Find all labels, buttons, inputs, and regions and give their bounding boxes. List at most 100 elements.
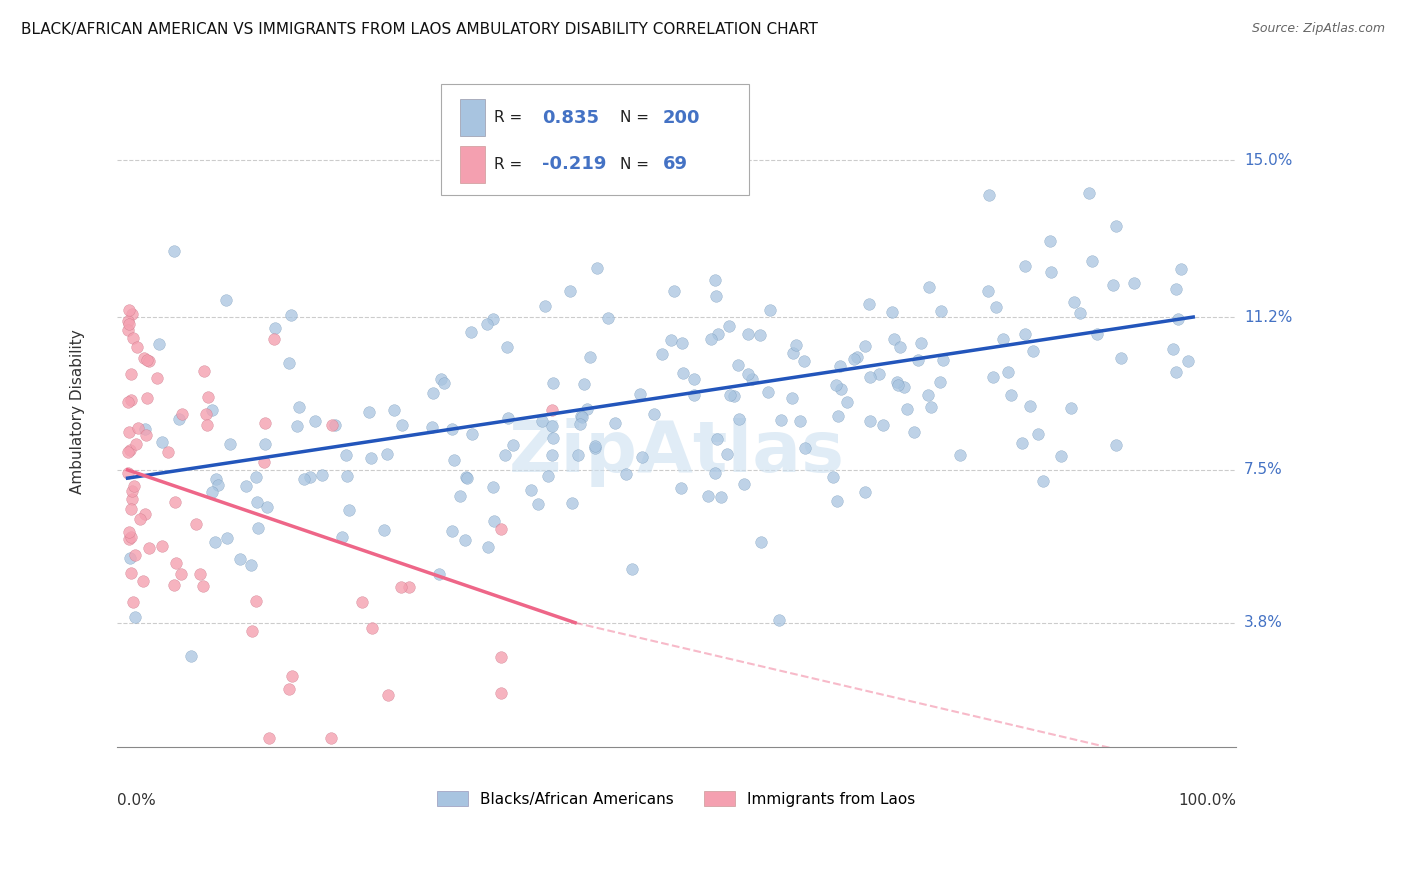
Point — [830, 382, 852, 396]
Point — [350, 595, 373, 609]
Point — [846, 351, 869, 365]
Point — [257, 731, 280, 746]
Legend: Blacks/African Americans, Immigrants from Laos: Blacks/African Americans, Immigrants fro… — [432, 784, 921, 813]
Point — [180, 648, 202, 663]
Point — [789, 414, 811, 428]
Point — [981, 369, 1004, 384]
Text: 200: 200 — [664, 109, 700, 127]
Point — [117, 395, 139, 409]
Text: R =: R = — [494, 157, 527, 172]
Point — [246, 521, 269, 535]
Point — [1085, 327, 1108, 342]
Point — [737, 367, 759, 381]
Point — [215, 531, 238, 545]
Point — [949, 448, 972, 462]
Point — [361, 621, 384, 635]
Point — [489, 685, 512, 699]
Point — [1105, 438, 1128, 452]
Point — [643, 407, 665, 421]
Point — [502, 438, 524, 452]
Point — [541, 403, 564, 417]
Point — [304, 414, 326, 428]
Point — [1011, 436, 1033, 450]
Point — [193, 579, 215, 593]
Text: 69: 69 — [664, 155, 688, 173]
Point — [121, 491, 143, 506]
Point — [903, 425, 925, 439]
Point — [117, 314, 139, 328]
Point — [121, 331, 143, 345]
Point — [769, 413, 792, 427]
Point — [756, 385, 779, 400]
Point — [201, 402, 224, 417]
Point — [169, 566, 191, 581]
Point — [239, 558, 262, 572]
Point — [1164, 282, 1187, 296]
Point — [661, 333, 683, 347]
Point — [138, 353, 160, 368]
Point — [482, 312, 505, 326]
Point — [118, 533, 141, 547]
Point — [620, 562, 643, 576]
Point — [728, 412, 751, 426]
Point — [1177, 354, 1199, 368]
Text: 3.8%: 3.8% — [1244, 615, 1284, 631]
Point — [337, 503, 360, 517]
Point — [165, 495, 187, 509]
Point — [571, 409, 593, 424]
FancyBboxPatch shape — [460, 146, 485, 183]
Point — [1014, 259, 1036, 273]
Point — [288, 400, 311, 414]
Point — [541, 418, 564, 433]
Point — [454, 533, 477, 547]
Point — [782, 346, 804, 360]
Point — [120, 530, 142, 544]
Point — [330, 530, 353, 544]
Point — [561, 496, 583, 510]
Point — [672, 367, 695, 381]
Point — [118, 524, 141, 539]
Point — [1109, 351, 1132, 365]
Point — [835, 394, 858, 409]
Point — [391, 417, 413, 432]
Point — [669, 481, 692, 495]
Point — [188, 566, 211, 581]
Point — [534, 300, 557, 314]
Point — [821, 470, 844, 484]
Point — [859, 414, 882, 428]
Point — [498, 411, 520, 425]
Point — [977, 188, 1000, 202]
Point — [759, 302, 782, 317]
Point — [440, 524, 463, 539]
Point — [1032, 474, 1054, 488]
Point — [896, 402, 918, 417]
Point — [134, 422, 156, 436]
Point — [359, 404, 381, 418]
Point — [215, 293, 238, 307]
Point — [910, 335, 932, 350]
Point — [373, 523, 395, 537]
Point — [454, 469, 477, 483]
Text: R =: R = — [494, 110, 527, 125]
Point — [1063, 294, 1085, 309]
Point — [793, 354, 815, 368]
Text: N =: N = — [620, 110, 654, 125]
Point — [124, 548, 146, 562]
Point — [1170, 262, 1192, 277]
Point — [1105, 219, 1128, 234]
Point — [717, 319, 740, 334]
Point — [733, 476, 755, 491]
Point — [782, 391, 804, 405]
Point — [489, 522, 512, 536]
Point — [460, 325, 482, 339]
Point — [121, 595, 143, 609]
Point — [118, 302, 141, 317]
Point — [245, 470, 267, 484]
FancyBboxPatch shape — [441, 84, 749, 194]
Point — [1077, 186, 1099, 201]
Point — [482, 480, 505, 494]
Point — [614, 467, 637, 481]
Point — [398, 580, 420, 594]
Point — [931, 304, 953, 318]
Text: 0.0%: 0.0% — [117, 794, 156, 808]
